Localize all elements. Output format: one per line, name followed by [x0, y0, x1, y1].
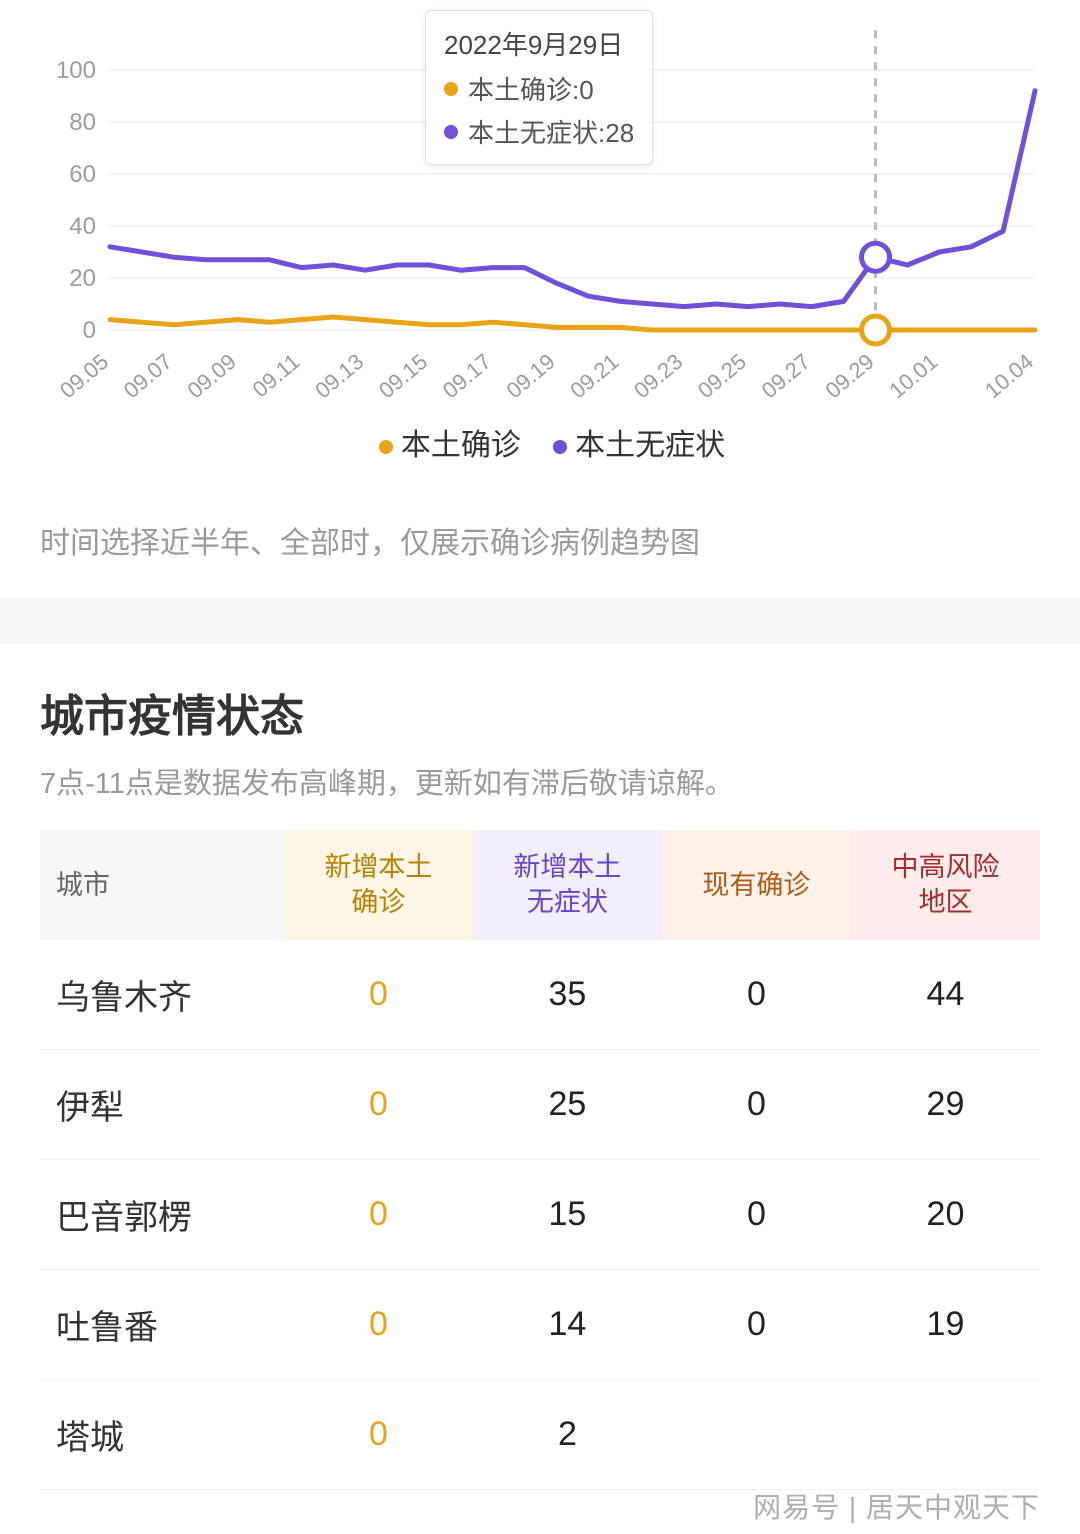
data-cell: 44	[851, 940, 1040, 1050]
dot-icon	[444, 82, 458, 96]
data-cell: 35	[473, 940, 662, 1050]
svg-text:09.25: 09.25	[693, 349, 751, 400]
legend-item-asymptomatic: 本土无症状	[575, 429, 725, 462]
city-name-cell: 塔城	[40, 1380, 284, 1490]
svg-text:10.04: 10.04	[980, 349, 1038, 400]
section-divider	[0, 598, 1080, 644]
table-section: 城市疫情状态 7点-11点是数据发布高峰期，更新如有滞后敬请谅解。 城市新增本土…	[0, 644, 1080, 1490]
data-cell	[662, 1380, 851, 1490]
data-cell: 19	[851, 1270, 1040, 1380]
data-cell: 0	[284, 940, 473, 1050]
svg-text:09.23: 09.23	[629, 349, 687, 400]
table-row[interactable]: 塔城02	[40, 1380, 1040, 1490]
svg-text:20: 20	[69, 265, 96, 292]
data-cell: 20	[851, 1160, 1040, 1270]
table-title: 城市疫情状态	[40, 680, 1040, 744]
dot-icon	[379, 440, 393, 454]
city-name-cell: 巴音郭楞	[40, 1160, 284, 1270]
svg-text:10.01: 10.01	[884, 349, 942, 400]
svg-text:09.15: 09.15	[374, 349, 432, 400]
data-cell: 0	[284, 1050, 473, 1160]
tooltip-series2: 本土无症状:28	[468, 113, 634, 150]
svg-text:09.29: 09.29	[820, 349, 878, 400]
table-header-cell: 新增本土确诊	[284, 830, 473, 940]
chart-section: 2022年9月29日 本土确诊:0 本土无症状:28 0 20 40 60 80 100 0…	[0, 10, 1080, 494]
table-header-cell: 城市	[40, 830, 284, 940]
data-cell: 0	[662, 1160, 851, 1270]
svg-text:09.05: 09.05	[55, 349, 113, 400]
chart-legend: 本土确诊 本土无症状	[40, 420, 1040, 464]
table-header-cell: 新增本土无症状	[473, 830, 662, 940]
chart-container: 2022年9月29日 本土确诊:0 本土无症状:28 0 20 40 60 80 100 0…	[40, 10, 1040, 400]
svg-text:60: 60	[69, 161, 96, 188]
city-name-cell: 乌鲁木齐	[40, 940, 284, 1050]
svg-text:09.11: 09.11	[248, 349, 305, 400]
data-cell: 25	[473, 1050, 662, 1160]
data-cell: 0	[662, 1050, 851, 1160]
watermark: 网易号 | 居天中观天下	[753, 1486, 1040, 1526]
data-cell: 29	[851, 1050, 1040, 1160]
svg-text:09.09: 09.09	[183, 349, 241, 400]
legend-item-confirmed: 本土确诊	[401, 429, 521, 462]
svg-text:09.21: 09.21	[565, 349, 623, 400]
table-row[interactable]: 乌鲁木齐035044	[40, 940, 1040, 1050]
city-data-table: 城市新增本土确诊新增本土无症状现有确诊中高风险地区乌鲁木齐035044伊犁025…	[40, 830, 1040, 1490]
svg-text:80: 80	[69, 109, 96, 136]
data-cell: 0	[284, 1160, 473, 1270]
data-cell: 2	[473, 1380, 662, 1490]
data-cell: 14	[473, 1270, 662, 1380]
table-header-cell: 现有确诊	[662, 830, 851, 940]
data-cell: 15	[473, 1160, 662, 1270]
svg-text:0: 0	[83, 317, 96, 344]
city-name-cell: 吐鲁番	[40, 1270, 284, 1380]
tooltip-date: 2022年9月29日	[444, 25, 634, 62]
svg-text:40: 40	[69, 213, 96, 240]
svg-text:09.17: 09.17	[438, 349, 496, 400]
svg-text:09.27: 09.27	[757, 349, 815, 400]
chart-tooltip: 2022年9月29日 本土确诊:0 本土无症状:28	[425, 10, 653, 165]
data-cell: 0	[284, 1270, 473, 1380]
table-row[interactable]: 巴音郭楞015020	[40, 1160, 1040, 1270]
data-cell: 0	[662, 1270, 851, 1380]
svg-text:100: 100	[56, 57, 96, 84]
svg-text:09.07: 09.07	[119, 349, 177, 400]
table-subtitle: 7点-11点是数据发布高峰期，更新如有滞后敬请谅解。	[40, 760, 1040, 802]
tooltip-series1: 本土确诊:0	[468, 70, 594, 107]
data-cell	[851, 1380, 1040, 1490]
svg-text:09.19: 09.19	[502, 349, 560, 400]
chart-note: 时间选择近半年、全部时，仅展示确诊病例趋势图	[0, 518, 1080, 562]
dot-icon	[444, 125, 458, 139]
table-row[interactable]: 伊犁025029	[40, 1050, 1040, 1160]
table-header-cell: 中高风险地区	[851, 830, 1040, 940]
data-cell: 0	[662, 940, 851, 1050]
table-row[interactable]: 吐鲁番014019	[40, 1270, 1040, 1380]
city-name-cell: 伊犁	[40, 1050, 284, 1160]
data-cell: 0	[284, 1380, 473, 1490]
dot-icon	[553, 440, 567, 454]
svg-text:09.13: 09.13	[310, 349, 368, 400]
